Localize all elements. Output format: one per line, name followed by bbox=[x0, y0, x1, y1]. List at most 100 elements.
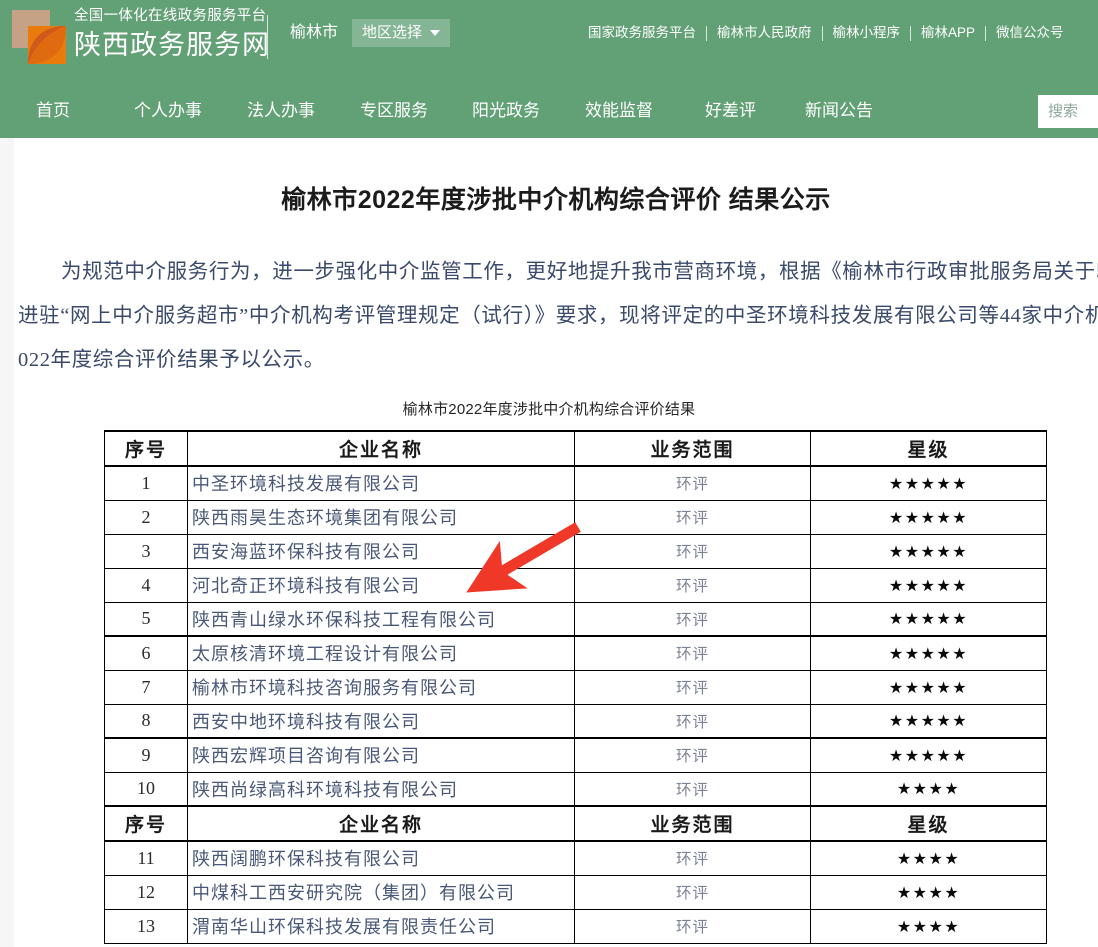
site-header: 全国一体化在线政务服务平台 陕西政务服务网 榆林市 地区选择 国家政务服务平台 … bbox=[0, 0, 1098, 78]
cell-company-name: 河北奇正环境科技有限公司 bbox=[187, 567, 575, 603]
cell-company-name: 太原核清环境工程设计有限公司 bbox=[187, 635, 575, 671]
col-header-rating: 星级 bbox=[810, 430, 1047, 467]
table-header-row: 序号 企业名称 业务范围 星级 bbox=[104, 805, 1047, 842]
nav-item-corporate[interactable]: 法人办事 bbox=[247, 101, 315, 120]
nav-item-reviews[interactable]: 好差评 bbox=[705, 101, 756, 120]
cell-business-scope: 环评 bbox=[574, 669, 811, 705]
cell-star-rating: ★★★★★ bbox=[810, 499, 1047, 535]
table-row: 9 陕西宏辉项目咨询有限公司 环评 ★★★★★ bbox=[104, 737, 1047, 773]
cell-company-name: 陕西青山绿水环保科技工程有限公司 bbox=[187, 601, 575, 637]
quick-link-separator bbox=[985, 25, 987, 41]
cell-business-scope: 环评 bbox=[574, 703, 811, 739]
col-header-index: 序号 bbox=[104, 805, 188, 842]
cell-star-rating: ★★★★★ bbox=[810, 703, 1047, 739]
cell-star-rating: ★★★★★ bbox=[810, 465, 1047, 501]
quick-link-wechat-official[interactable]: 微信公众号 bbox=[996, 25, 1064, 40]
table-row: 2 陕西雨昊生态环境集团有限公司 环评 ★★★★★ bbox=[104, 499, 1047, 535]
cell-company-name: 中圣环境科技发展有限公司 bbox=[187, 465, 575, 501]
region-select-button[interactable]: 地区选择 bbox=[352, 19, 451, 47]
main-navigation: 首页 个人办事 法人办事 专区服务 阳光政务 效能监督 好差评 新闻公告 bbox=[0, 78, 1098, 138]
results-table: 序号 企业名称 业务范围 星级 1 中圣环境科技发展有限公司 环评 ★★★★★ 2 陕西雨… bbox=[104, 430, 1047, 944]
cell-index: 3 bbox=[104, 533, 188, 569]
table-row: 10 陕西尚绿高科环境科技有限公司 环评 ★★★★ bbox=[104, 771, 1047, 807]
current-city-label: 榆林市 bbox=[290, 24, 339, 41]
cell-business-scope: 环评 bbox=[574, 771, 811, 807]
cell-star-rating: ★★★★ bbox=[810, 771, 1047, 807]
table-row: 8 西安中地环境科技有限公司 环评 ★★★★★ bbox=[104, 703, 1047, 739]
brand-divider bbox=[267, 15, 268, 59]
cell-business-scope: 环评 bbox=[574, 737, 811, 773]
col-header-scope: 业务范围 bbox=[574, 430, 811, 467]
col-header-index: 序号 bbox=[104, 430, 188, 467]
cell-index: 5 bbox=[104, 601, 188, 637]
quick-link-yulin-government[interactable]: 榆林市人民政府 bbox=[717, 25, 812, 40]
cell-index: 6 bbox=[104, 635, 188, 671]
document-panel: 榆林市2022年度涉批中介机构综合评价 结果公示 为规范中介服务行为，进一步强化… bbox=[14, 138, 1098, 947]
cell-index: 12 bbox=[104, 874, 188, 910]
brand-title: 陕西政务服务网 bbox=[74, 30, 270, 60]
cell-star-rating: ★★★★ bbox=[810, 840, 1047, 876]
cell-company-name: 中煤科工西安研究院（集团）有限公司 bbox=[187, 874, 575, 910]
cell-business-scope: 环评 bbox=[574, 840, 811, 876]
cell-business-scope: 环评 bbox=[574, 635, 811, 671]
nav-item-efficiency[interactable]: 效能监督 bbox=[585, 101, 653, 120]
cell-business-scope: 环评 bbox=[574, 567, 811, 603]
region-select-label: 地区选择 bbox=[362, 24, 423, 41]
cell-company-name: 陕西阔鹏环保科技有限公司 bbox=[187, 840, 575, 876]
nav-item-news[interactable]: 新闻公告 bbox=[805, 101, 873, 120]
quick-link-separator bbox=[821, 25, 823, 41]
table-row: 13 渭南华山环保科技发展有限责任公司 环评 ★★★★ bbox=[104, 908, 1047, 944]
nav-item-personal[interactable]: 个人办事 bbox=[134, 101, 202, 120]
nav-item-zone-services[interactable]: 专区服务 bbox=[360, 101, 428, 120]
quick-link-yulin-app[interactable]: 榆林APP bbox=[921, 25, 976, 40]
table-row: 7 榆林市环境科技咨询服务有限公司 环评 ★★★★★ bbox=[104, 669, 1047, 705]
table-row: 6 太原核清环境工程设计有限公司 环评 ★★★★★ bbox=[104, 635, 1047, 671]
quick-link-separator bbox=[910, 25, 911, 41]
cell-company-name: 西安海蓝环保科技有限公司 bbox=[187, 533, 575, 569]
table-row: 1 中圣环境科技发展有限公司 环评 ★★★★★ bbox=[104, 465, 1047, 501]
cell-business-scope: 环评 bbox=[574, 601, 811, 637]
results-table-wrapper: 序号 企业名称 业务范围 星级 1 中圣环境科技发展有限公司 环评 ★★★★★ 2 陕西雨… bbox=[104, 430, 1047, 944]
cell-company-name: 渭南华山环保科技发展有限责任公司 bbox=[187, 908, 575, 944]
table-row: 11 陕西阔鹏环保科技有限公司 环评 ★★★★ bbox=[104, 840, 1047, 876]
cell-index: 1 bbox=[104, 465, 188, 501]
cell-index: 7 bbox=[104, 669, 188, 705]
cell-star-rating: ★★★★★ bbox=[810, 567, 1047, 603]
cell-index: 13 bbox=[104, 908, 188, 944]
quick-link-separator bbox=[706, 25, 707, 41]
cell-star-rating: ★★★★★ bbox=[810, 533, 1047, 569]
site-logo-icon bbox=[8, 6, 70, 68]
table-header-row: 序号 企业名称 业务范围 星级 bbox=[104, 430, 1047, 467]
col-header-scope: 业务范围 bbox=[574, 805, 811, 842]
quick-links: 国家政务服务平台 榆林市人民政府 榆林小程序 榆林APP 微信公众号 注册 bbox=[578, 22, 1098, 44]
document-paragraph: 为规范中介服务行为，进一步强化中介监管工作，更好地提升我市营商环境，根据《榆林市… bbox=[18, 261, 1098, 371]
search-input[interactable] bbox=[1038, 95, 1098, 128]
register-link[interactable]: 注册 bbox=[1074, 22, 1098, 44]
chevron-down-icon bbox=[430, 30, 441, 36]
platform-line: 全国一体化在线政务服务平台 bbox=[74, 8, 267, 24]
nav-item-sunshine-gov[interactable]: 阳光政务 bbox=[472, 101, 540, 120]
quick-link-national-platform[interactable]: 国家政务服务平台 bbox=[588, 25, 696, 40]
col-header-company: 企业名称 bbox=[187, 805, 575, 842]
cell-index: 4 bbox=[104, 567, 188, 603]
table-caption: 榆林市2022年度涉批中介机构综合评价结果 bbox=[402, 401, 696, 418]
cell-index: 11 bbox=[104, 840, 188, 876]
cell-star-rating: ★★★★★ bbox=[810, 737, 1047, 773]
cell-company-name: 陕西宏辉项目咨询有限公司 bbox=[187, 737, 575, 773]
cell-business-scope: 环评 bbox=[574, 533, 811, 569]
cell-company-name: 陕西雨昊生态环境集团有限公司 bbox=[187, 499, 575, 535]
nav-item-home[interactable]: 首页 bbox=[36, 101, 70, 120]
col-header-company: 企业名称 bbox=[187, 430, 575, 467]
col-header-rating: 星级 bbox=[810, 805, 1047, 842]
cell-business-scope: 环评 bbox=[574, 499, 811, 535]
table-row: 4 河北奇正环境科技有限公司 环评 ★★★★★ bbox=[104, 567, 1047, 603]
cell-business-scope: 环评 bbox=[574, 908, 811, 944]
cell-star-rating: ★★★★★ bbox=[810, 601, 1047, 637]
cell-business-scope: 环评 bbox=[574, 874, 811, 910]
cell-index: 2 bbox=[104, 499, 188, 535]
page-title: 榆林市2022年度涉批中介机构综合评价 结果公示 bbox=[281, 186, 831, 214]
cell-company-name: 榆林市环境科技咨询服务有限公司 bbox=[187, 669, 575, 705]
quick-link-yulin-miniprogram[interactable]: 榆林小程序 bbox=[832, 25, 901, 40]
cell-business-scope: 环评 bbox=[574, 465, 811, 501]
cell-star-rating: ★★★★★ bbox=[810, 635, 1047, 671]
